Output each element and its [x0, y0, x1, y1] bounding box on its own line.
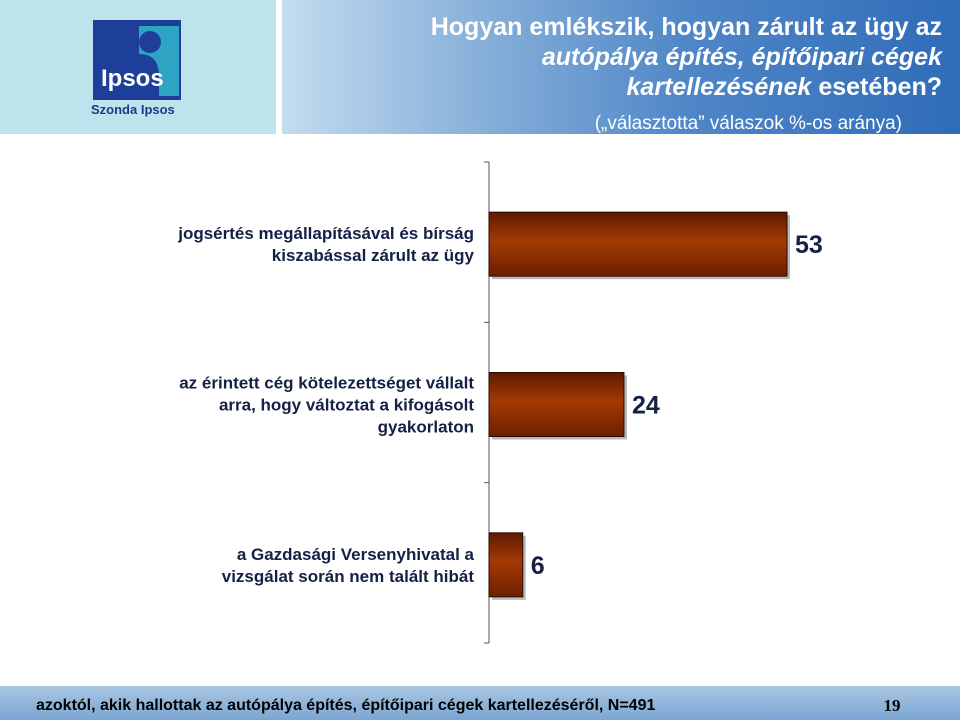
bar-2: [488, 372, 625, 437]
page-title: Hogyan emlékszik, hogyan zárult az ügy a…: [282, 12, 942, 102]
bar-chart: 53 jogsértés megállapításával és bírság ki…: [177, 161, 823, 644]
title-line-2: autópálya építés, építőipari cégek: [541, 43, 942, 71]
category-label: az érintett cég kötelezettséget vállalt a…: [179, 374, 474, 437]
logo-brand-text: Ipsos: [101, 65, 164, 92]
page-subtitle: („választotta” válaszok %-os aránya): [594, 113, 902, 134]
page-number: 19: [883, 696, 901, 715]
header-banner: [282, 0, 960, 134]
bar-1: [488, 211, 788, 277]
ipsos-logo-icon: Ipsos: [93, 20, 181, 100]
title-line-3: kartellezésének esetében?: [282, 72, 942, 102]
title-line-3-italic: kartellezésének: [626, 73, 812, 101]
data-label: 53: [795, 231, 823, 259]
data-label: 6: [531, 552, 545, 580]
logo-subtitle: Szonda Ipsos: [91, 102, 175, 117]
category-label: a Gazdasági Versenyhivatal a vizsgálat so…: [222, 545, 475, 586]
title-line-1: Hogyan emlékszik, hogyan zárult az ügy a…: [430, 13, 942, 41]
title-line-3-rest: esetében?: [811, 73, 942, 101]
footer-bar: [0, 686, 960, 720]
category-label: jogsértés megállapításával és bírság kisz…: [177, 224, 474, 265]
bar-3: [488, 532, 524, 598]
footer-note: azoktól, akik hallottak az autópálya épí…: [36, 697, 656, 714]
logo-panel: Ipsos Szonda Ipsos: [0, 0, 276, 134]
data-label: 24: [632, 392, 660, 420]
